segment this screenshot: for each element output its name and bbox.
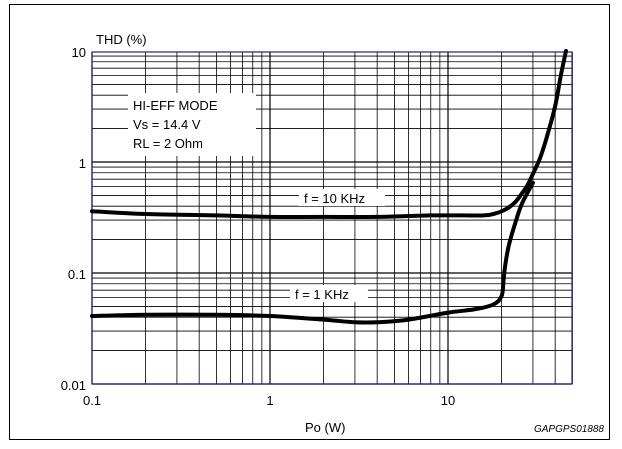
series-line-10khz [90,49,568,220]
x-axis-label: Po (W) [305,420,345,435]
label-10khz-bg [299,189,385,206]
condition-load: RL = 2 Ohm [133,136,203,151]
x-tick-label-1: 1 [266,393,273,408]
label-1khz-bg [290,285,368,302]
curve-label-1khz: f = 1 KHz [295,287,349,302]
series-line-1khz [90,180,535,325]
reference-code: GAPGPS01888 [534,424,604,435]
curve-label-10khz: f = 10 KHz [304,191,365,206]
condition-voltage: Vs = 14.4 V [133,117,201,132]
condition-mode: HI-EFF MODE [133,98,218,113]
y-axis-label: THD (%) [96,32,147,47]
x-tick-label-0.1: 0.1 [83,393,101,408]
chart-frame [9,4,610,440]
curves [90,49,568,325]
plot-area-frame [91,51,573,385]
conditions-box [128,93,256,156]
y-tick-label-1: 1 [79,156,86,171]
y-tick-label-0.1: 0.1 [68,267,86,282]
y-tick-label-0.01: 0.01 [61,378,86,393]
x-tick-label-10: 10 [441,393,455,408]
y-tick-label-10: 10 [72,45,86,60]
